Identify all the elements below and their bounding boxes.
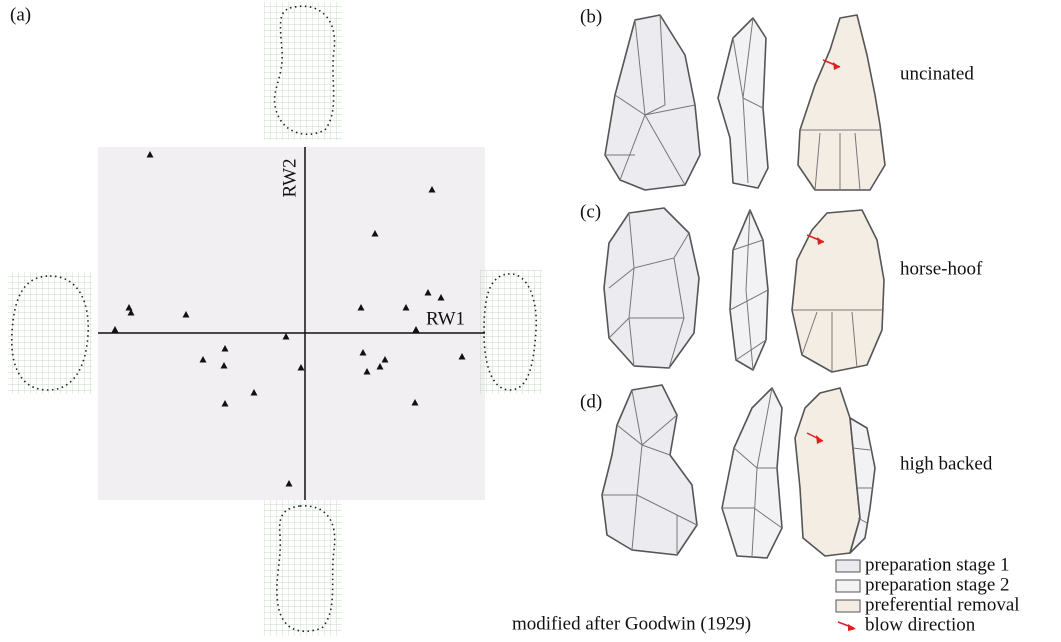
legend-swatch [836,580,860,592]
legend-label: blow direction [865,614,976,635]
legend-label: preferential removal [865,594,1020,615]
legend-arrowhead [848,624,856,631]
type-name: horse-hoof [900,258,983,279]
type-name: high backed [900,453,993,474]
flake-drawings [602,15,885,558]
legend-label: preparation stage 2 [865,574,1010,595]
panel-label: (d) [580,391,602,412]
panel-label: (a) [10,4,31,25]
credit: modified after Goodwin (1929) [512,613,751,634]
type-name: uncinated [900,63,974,84]
x-axis-label: RW1 [426,308,465,329]
panel-label: (c) [580,201,601,222]
legend-swatch [836,560,860,572]
legend-swatch [836,600,860,612]
figure: (a) RW1 RW2 [0,0,1061,637]
legend-label: preparation stage 1 [865,554,1010,575]
y-axis-label: RW2 [279,158,300,197]
panel-label: (b) [580,6,602,27]
